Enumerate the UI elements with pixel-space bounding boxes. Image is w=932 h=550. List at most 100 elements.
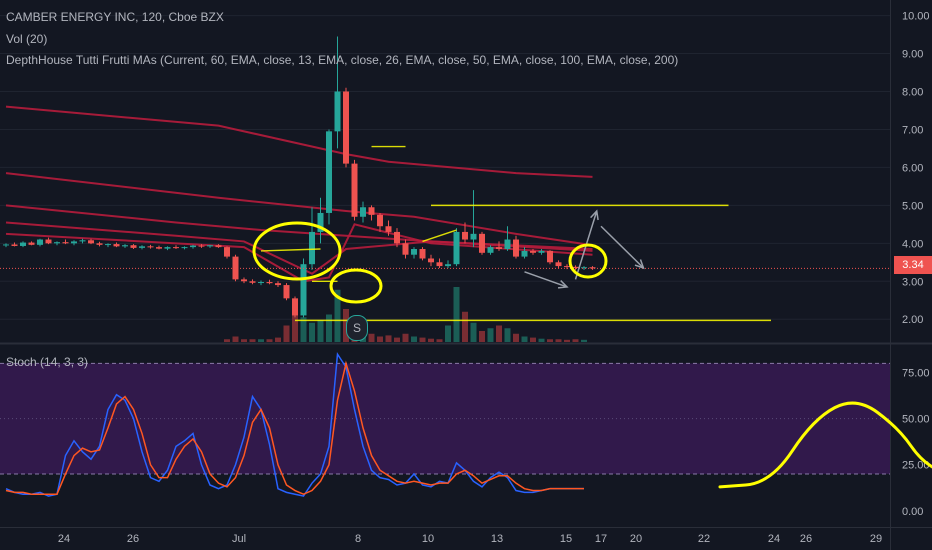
candle-body [521, 250, 528, 257]
stoch-forecast-curve [718, 401, 932, 489]
candle-body [156, 247, 162, 249]
volume-bar [445, 325, 451, 342]
candle-body [334, 91, 341, 132]
candle-body [513, 239, 519, 257]
volume-bar [538, 338, 545, 342]
price-axis-label: 6.00 [902, 162, 923, 174]
candle-body [487, 247, 494, 253]
volume-bar [428, 338, 434, 342]
candle-body [215, 245, 222, 248]
signal-marker[interactable]: S [346, 315, 368, 341]
candle-body [572, 266, 579, 268]
candle-body [351, 163, 358, 217]
volume-bar [283, 325, 290, 342]
stoch-axis-label: 0.00 [902, 506, 923, 518]
stoch-series-d [5, 360, 584, 496]
stoch-axis-label: 25.00 [902, 460, 930, 472]
time-axis-label: 20 [630, 533, 642, 545]
candle-body [62, 242, 69, 244]
candle-body [411, 249, 417, 255]
projection-arrow-head [590, 209, 599, 221]
candle-body [232, 256, 239, 280]
candle-body [113, 244, 120, 247]
candle-body [445, 264, 451, 267]
candle-body [122, 245, 128, 247]
time-axis-label: 15 [560, 533, 572, 545]
volume-bar [419, 337, 426, 342]
volume-bar [317, 320, 324, 342]
projection-arrow [600, 225, 645, 269]
volume-bar [300, 317, 307, 342]
candle-body [190, 245, 196, 248]
candle-body [300, 264, 307, 316]
stoch-axis-label: 75.00 [902, 368, 930, 380]
volume-bar [530, 337, 536, 342]
candle-body [11, 244, 18, 246]
candle-body [71, 241, 77, 244]
candle-body [96, 243, 103, 245]
candle-body [547, 250, 553, 263]
ma-legend[interactable]: DepthHouse Tutti Frutti MAs (Current, 60… [6, 53, 679, 67]
candle-body [530, 250, 536, 253]
candle-body [479, 233, 485, 253]
volume-bar [581, 339, 587, 342]
volume-bar [402, 333, 409, 342]
candle-body [249, 281, 256, 283]
candle-body [283, 285, 290, 299]
candle-body [462, 231, 468, 240]
candle-body [589, 267, 596, 269]
price-axis-label: 9.00 [902, 49, 923, 61]
volume-bar [232, 336, 239, 342]
volume-bar [326, 314, 332, 342]
volume-bar [292, 309, 298, 342]
volume-bar [564, 339, 570, 342]
time-axis-label: Jul [232, 533, 246, 545]
volume-bar [249, 339, 256, 342]
price-axis-label: 4.00 [902, 238, 923, 250]
candle-body [105, 244, 111, 246]
volume-bar [258, 339, 264, 342]
last-price-tag: 3.34 [894, 256, 932, 274]
candle-body [45, 239, 52, 244]
volume-bar [521, 336, 528, 342]
volume-bar [462, 311, 468, 342]
volume-legend[interactable]: Vol (20) [6, 32, 48, 46]
candle-body [394, 231, 400, 244]
trend-line [422, 229, 457, 243]
time-axis-label: 24 [768, 533, 780, 545]
candle-body [139, 246, 145, 248]
candle-body [368, 207, 375, 215]
candle-body [3, 244, 9, 246]
volume-bar [394, 337, 400, 342]
volume-bar [436, 339, 443, 342]
time-axis-label: 17 [595, 533, 607, 545]
ma-line-26 [5, 221, 593, 275]
candle-body [20, 242, 26, 246]
volume-bar [513, 333, 519, 342]
candle-body [147, 246, 154, 248]
candle-body [207, 245, 213, 247]
time-axis-label: 26 [127, 533, 139, 545]
volume-bar [385, 335, 392, 342]
highlight-circle [329, 268, 383, 304]
highlight-circle [568, 243, 608, 279]
volume-bar [496, 325, 502, 342]
volume-bar [309, 322, 315, 342]
candle-body [470, 233, 477, 240]
candle-body [402, 243, 409, 255]
candle-body [555, 262, 562, 267]
symbol-legend[interactable]: CAMBER ENERGY INC, 120, Cboe BZX [6, 10, 224, 24]
ma-line-13 [5, 223, 593, 283]
stoch-legend[interactable]: Stoch (14, 3, 3) [6, 355, 89, 369]
trend-line [260, 248, 321, 252]
candle-body [504, 239, 511, 250]
volume-bar [572, 339, 579, 342]
candle-body [130, 245, 137, 248]
candle-body [28, 242, 35, 245]
volume-bar [547, 339, 553, 342]
volume-bar [555, 339, 562, 342]
volume-bar [411, 336, 417, 342]
time-axis-label: 13 [491, 533, 503, 545]
volume-bar [504, 328, 511, 342]
